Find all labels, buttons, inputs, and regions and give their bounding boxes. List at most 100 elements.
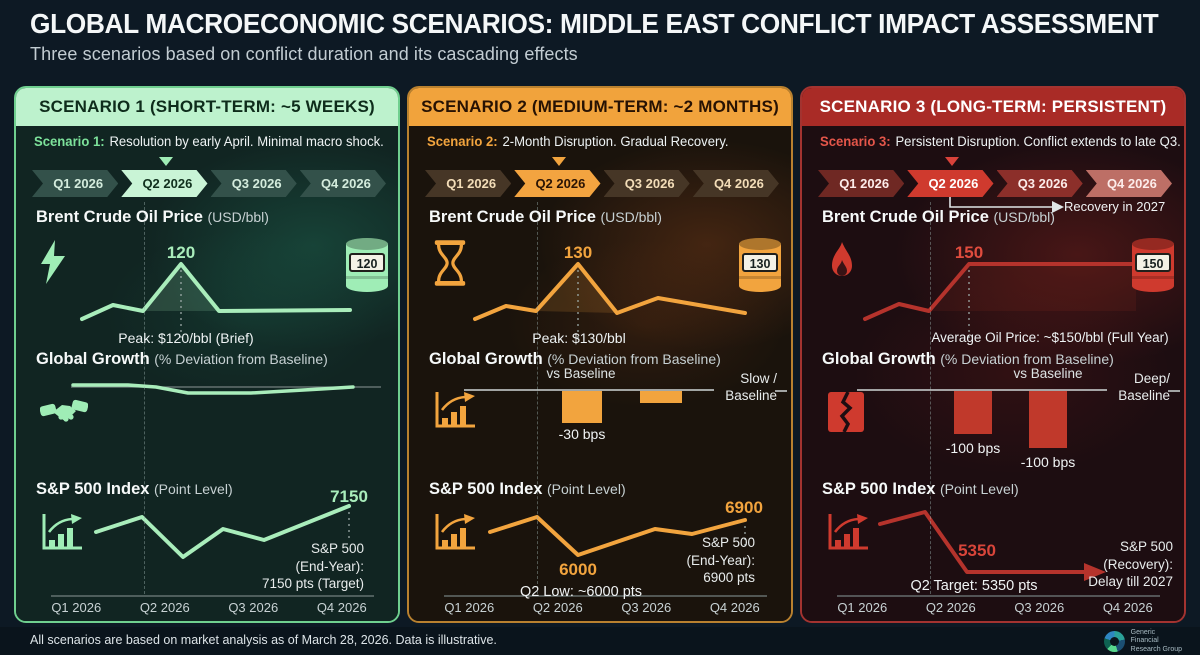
disclaimer-note: All scenarios are based on market analys… <box>30 633 497 647</box>
axis-q4: Q4 2026 <box>1102 600 1153 615</box>
growth-section-title: Global Growth (% Deviation from Baseline… <box>822 350 1114 368</box>
bar-chart-arrow-icon <box>433 512 477 557</box>
timeline-q1: Q1 2026 <box>818 170 904 197</box>
timeline-q1: Q1 2026 <box>425 170 511 197</box>
axis-q2: Q2 2026 <box>532 600 583 615</box>
axis-q4: Q4 2026 <box>316 600 367 615</box>
scenario-1-description: Scenario 1: Resolution by early April. Mi… <box>34 134 384 149</box>
timeline-marker-icon <box>552 157 566 166</box>
oil-section-title: Brent Crude Oil Price (USD/bbl) <box>429 208 662 226</box>
page-subtitle: Three scenarios based on conflict durati… <box>30 44 578 64</box>
sp500-section-title: S&P 500 Index (Point Level) <box>36 480 233 498</box>
timeline-q4: Q4 2026 <box>693 170 779 197</box>
sp500-end-note: S&P 500 (End-Year): 6900 pts <box>686 535 755 586</box>
sp500-low-value: 6000 <box>559 560 597 579</box>
growth-right-label: Deep/ Baseline <box>1118 371 1170 403</box>
flame-icon <box>824 240 860 289</box>
oil-price-line <box>473 262 747 321</box>
growth-bar1-value: -100 bps <box>945 440 1001 456</box>
oil-section-title: Brent Crude Oil Price (USD/bbl) <box>36 208 269 226</box>
bar-chart-arrow-icon <box>40 512 84 557</box>
scenario-3-timeline: Q1 2026 Q2 2026 Q3 2026 Q4 2026 <box>818 170 1172 197</box>
axis-q3: Q3 2026 <box>1014 600 1065 615</box>
oil-price-line <box>863 262 1140 321</box>
growth-section-title: Global Growth (% Deviation from Baseline… <box>36 350 328 368</box>
timeline-q4: Q4 2026 <box>1086 170 1172 197</box>
oil-average-note: Average Oil Price: ~$150/bbl (Full Year) <box>931 330 1169 345</box>
axis-q1: Q1 2026 <box>51 600 102 615</box>
scenario-2-description: Scenario 2: 2-Month Disruption. Gradual R… <box>427 134 729 149</box>
axis-q2: Q2 2026 <box>139 600 190 615</box>
scenario-3-panel: SCENARIO 3 (LONG-TERM: PERSISTENT) Scena… <box>800 86 1186 623</box>
q2-dashed-guide <box>144 202 145 594</box>
sp500-target-value: 5350 <box>958 541 996 560</box>
growth-bar2-value: -100 bps <box>1020 454 1076 470</box>
x-axis-labels: Q1 2026 Q2 2026 Q3 2026 Q4 2026 <box>818 600 1172 615</box>
oil-price-line <box>80 262 352 321</box>
timeline-q3: Q3 2026 <box>997 170 1083 197</box>
growth-bar-q3 <box>640 391 682 403</box>
q2-dashed-guide <box>537 202 538 594</box>
handshake-icon <box>39 390 89 435</box>
growth-right-label: Slow / Baseline <box>725 371 777 403</box>
growth-line <box>71 383 355 395</box>
growth-bar1-value: -30 bps <box>558 426 606 442</box>
growth-bar-q2 <box>562 391 602 423</box>
x-axis-labels: Q1 2026 Q2 2026 Q3 2026 Q4 2026 <box>425 600 779 615</box>
bar-chart-arrow-icon <box>433 390 477 435</box>
scenario-3-description: Scenario 3: Persistent Disruption. Confli… <box>820 134 1181 149</box>
scenario-1-timeline: Q1 2026 Q2 2026 Q3 2026 Q4 2026 <box>32 170 386 197</box>
x-axis-labels: Q1 2026 Q2 2026 Q3 2026 Q4 2026 <box>32 600 386 615</box>
timeline-q1: Q1 2026 <box>32 170 118 197</box>
oil-peak-value: 150 <box>954 243 984 262</box>
oil-peak-value: 120 <box>166 243 196 262</box>
bar-chart-arrow-icon <box>826 512 870 557</box>
axis-q3: Q3 2026 <box>621 600 672 615</box>
oil-barrel-icon: 150 <box>1130 236 1176 294</box>
sp500-section-title: S&P 500 Index (Point Level) <box>822 480 1019 498</box>
scenario-1-header: SCENARIO 1 (SHORT-TERM: ~5 WEEKS) <box>16 88 398 126</box>
oil-section-title: Brent Crude Oil Price (USD/bbl) <box>822 208 1055 226</box>
timeline-marker-icon <box>159 157 173 166</box>
scenario-2-panel: SCENARIO 2 (MEDIUM-TERM: ~2 MONTHS) Scen… <box>407 86 793 623</box>
sp500-end-value: 6900 <box>725 498 763 517</box>
page-title: GLOBAL MACROECONOMIC SCENARIOS: MIDDLE E… <box>30 8 1159 39</box>
axis-q1: Q1 2026 <box>837 600 888 615</box>
lightning-bolt-icon <box>38 240 68 289</box>
sp500-end-note: S&P 500 (End-Year): 7150 pts (Target) <box>261 541 364 592</box>
timeline-q2: Q2 2026 <box>907 170 993 197</box>
scenario-1-panel: SCENARIO 1 (SHORT-TERM: ~5 WEEKS) Scenar… <box>14 86 400 623</box>
axis-q3: Q3 2026 <box>228 600 279 615</box>
sp500-section-title: S&P 500 Index (Point Level) <box>429 480 626 498</box>
sp500-end-value: 7150 <box>330 487 368 506</box>
hourglass-icon <box>431 240 469 291</box>
oil-peak-note: Peak: $130/bbl <box>532 330 626 346</box>
scenario-2-header: SCENARIO 2 (MEDIUM-TERM: ~2 MONTHS) <box>409 88 791 126</box>
timeline-q3: Q3 2026 <box>604 170 690 197</box>
timeline-marker-icon <box>945 157 959 166</box>
sp500-recovery-note: S&P 500 (Recovery): Delay till 2027 <box>1088 539 1173 590</box>
q2-dashed-guide <box>930 202 931 594</box>
brand-logo: Generic Financial Research Group <box>1103 629 1182 654</box>
oil-barrel-value: 150 <box>1135 253 1171 272</box>
vs-baseline-label: vs Baseline <box>546 366 616 381</box>
cracked-block-icon <box>826 390 866 439</box>
sp500-target-note: Q2 Target: 5350 pts <box>910 578 1038 594</box>
vs-baseline-label: vs Baseline <box>1013 366 1083 381</box>
growth-bar-q3 <box>1029 391 1067 448</box>
globe-logo-icon <box>1103 631 1125 653</box>
oil-peak-note: Peak: $120/bbl (Brief) <box>118 330 254 346</box>
oil-barrel-value: 130 <box>742 253 778 272</box>
oil-barrel-icon: 130 <box>737 236 783 294</box>
scenario-2-timeline: Q1 2026 Q2 2026 Q3 2026 Q4 2026 <box>425 170 779 197</box>
recovery-note: Recovery in 2027 <box>1064 199 1166 214</box>
brand-text: Generic Financial Research Group <box>1130 629 1182 653</box>
oil-barrel-value: 120 <box>349 253 385 272</box>
timeline-q4: Q4 2026 <box>300 170 386 197</box>
axis-q2: Q2 2026 <box>925 600 976 615</box>
timeline-q3: Q3 2026 <box>211 170 297 197</box>
growth-bar-q2 <box>954 391 992 434</box>
scenario-3-header: SCENARIO 3 (LONG-TERM: PERSISTENT) <box>802 88 1184 126</box>
axis-q1: Q1 2026 <box>444 600 495 615</box>
axis-q4: Q4 2026 <box>709 600 760 615</box>
